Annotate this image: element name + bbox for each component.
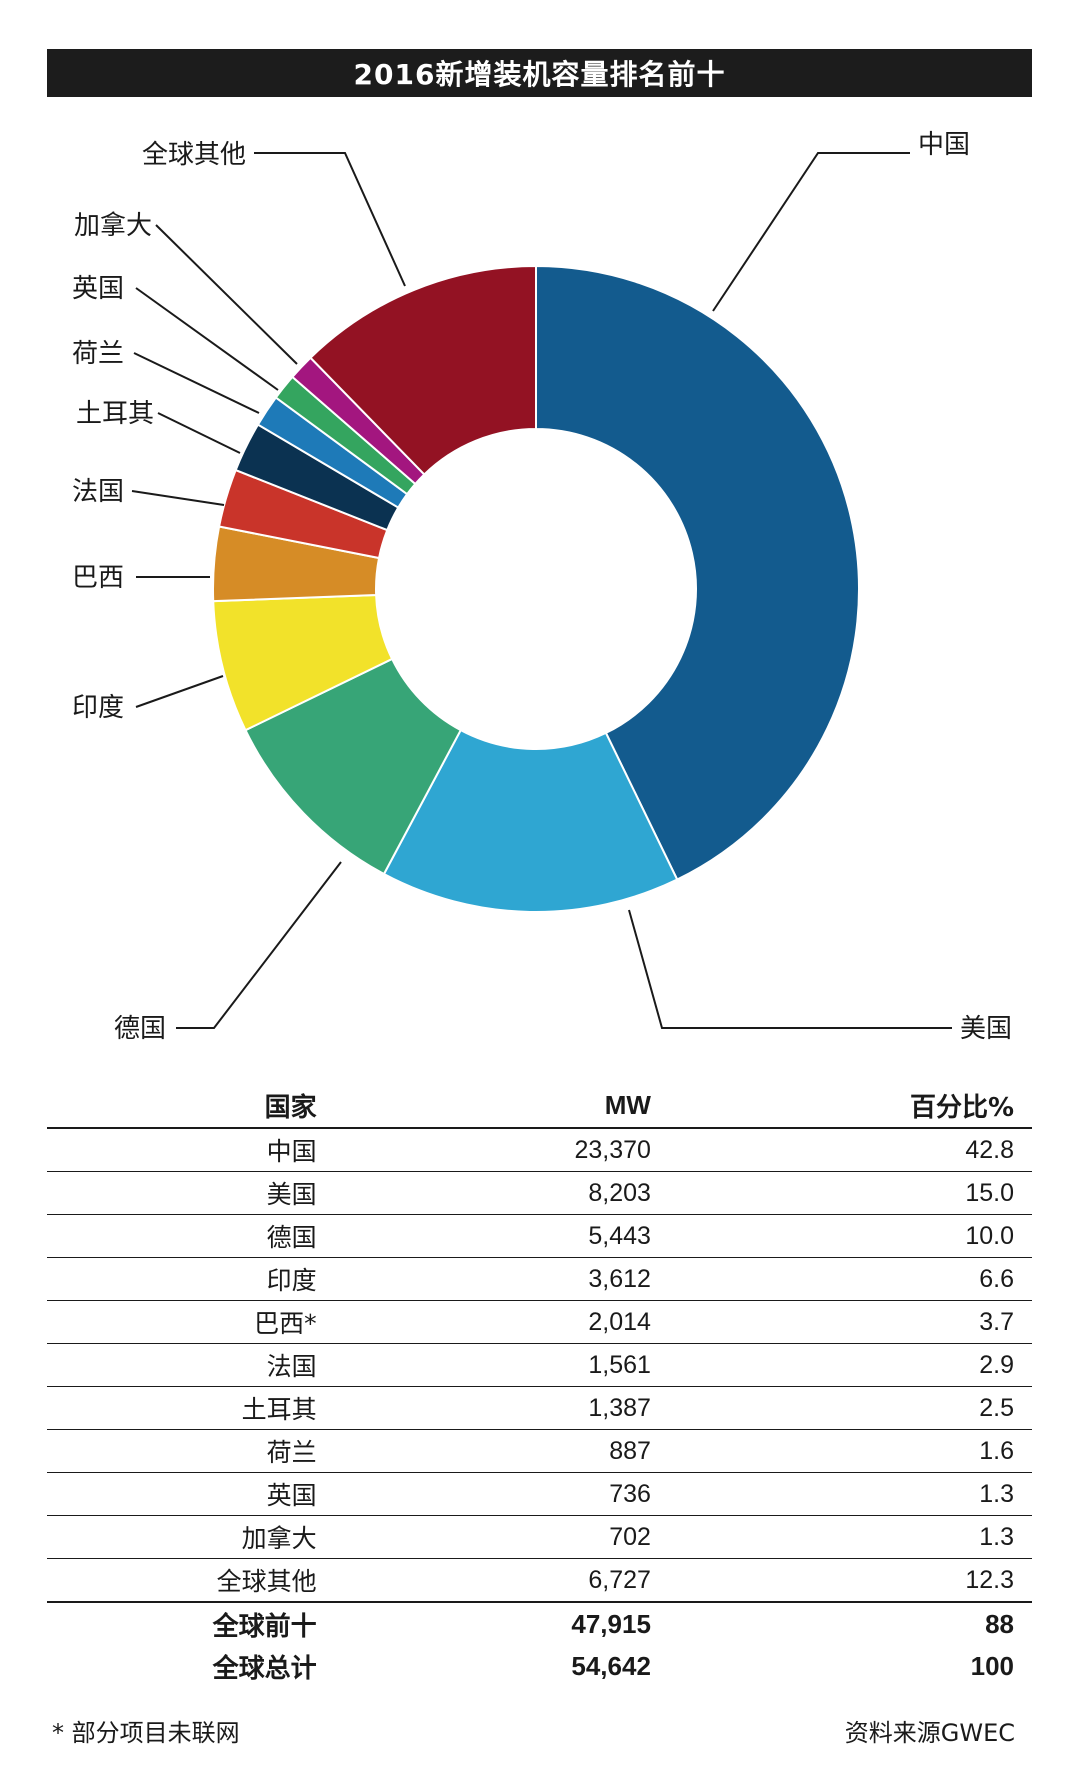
cell-percent: 42.8 <box>650 1128 1032 1172</box>
cell-mw: 736 <box>316 1472 651 1516</box>
leader-line <box>628 909 952 1029</box>
leader-line <box>176 861 342 1029</box>
table-row: 全球其他 6,727 12.3 <box>47 1558 1032 1603</box>
table-row: 土耳其 1,387 2.5 <box>47 1386 1032 1430</box>
table-row: 巴西* 2,014 3.7 <box>47 1300 1032 1344</box>
table-row: 中国 23,370 42.8 <box>47 1128 1032 1172</box>
slice-label: 加拿大 <box>74 211 152 241</box>
cell-country: 全球其他 <box>47 1558 317 1603</box>
table-row: 法国 1,561 2.9 <box>47 1343 1032 1387</box>
slice-10 <box>309 264 537 476</box>
cell-percent: 1.3 <box>650 1472 1032 1516</box>
leader-line <box>712 152 910 312</box>
cell-percent: 2.5 <box>650 1386 1032 1430</box>
table-row: 荷兰 887 1.6 <box>47 1429 1032 1473</box>
cell-mw: 887 <box>316 1429 651 1473</box>
cell-percent: 3.7 <box>650 1300 1032 1344</box>
cell-summary-label: 全球总计 <box>212 1653 317 1684</box>
leader-line <box>135 287 279 391</box>
cell-percent: 1.6 <box>650 1429 1032 1473</box>
summary-row: 全球总计 54,642 100 <box>47 1645 1032 1687</box>
cell-percent: 15.0 <box>650 1171 1032 1215</box>
table-row: 德国 5,443 10.0 <box>47 1214 1032 1258</box>
leader-line <box>157 412 241 454</box>
cell-mw: 1,387 <box>316 1386 651 1430</box>
table-header-row: 国家 MW 百分比% <box>47 1083 1032 1129</box>
cell-country: 加拿大 <box>47 1515 317 1559</box>
slice-label: 德国 <box>114 1014 166 1040</box>
table-row: 印度 3,612 6.6 <box>47 1257 1032 1301</box>
slice-label: 印度 <box>72 693 124 723</box>
cell-mw: 5,443 <box>316 1214 651 1258</box>
cell-country: 荷兰 <box>47 1429 317 1473</box>
slice-label: 美国 <box>960 1014 1012 1040</box>
leader-line <box>133 352 260 414</box>
cell-summary-mw: 47,915 <box>571 1608 651 1639</box>
leader-line <box>131 490 225 506</box>
header-mw: MW <box>316 1083 651 1129</box>
cell-percent: 2.9 <box>650 1343 1032 1387</box>
cell-percent: 1.3 <box>650 1515 1032 1559</box>
table-row: 美国 8,203 15.0 <box>47 1171 1032 1215</box>
cell-mw: 702 <box>316 1515 651 1559</box>
slice-label: 荷兰 <box>72 339 124 369</box>
cell-country: 美国 <box>47 1171 317 1215</box>
data-table: 国家 MW 百分比% 中国 23,370 42.8 美国 8,203 15.0 德国 5,44… <box>47 1083 1032 1687</box>
cell-country: 巴西* <box>47 1300 317 1344</box>
cell-country: 法国 <box>47 1343 317 1387</box>
cell-percent: 6.6 <box>650 1257 1032 1301</box>
slice-label: 英国 <box>72 274 124 304</box>
leader-line <box>155 224 298 365</box>
slice-1 <box>382 728 679 913</box>
cell-percent: 10.0 <box>650 1214 1032 1258</box>
cell-percent: 12.3 <box>650 1558 1032 1603</box>
slice-label: 土耳其 <box>76 399 154 429</box>
cell-summary-mw: 54,642 <box>571 1650 651 1681</box>
table-row: 英国 736 1.3 <box>47 1472 1032 1516</box>
cell-mw: 6,727 <box>316 1558 651 1603</box>
cell-summary-label: 全球前十 <box>212 1611 317 1642</box>
cell-mw: 8,203 <box>316 1171 651 1215</box>
slice-label: 法国 <box>72 477 124 507</box>
slice-label: 巴西 <box>72 563 124 593</box>
footnote: * 部分项目未联网 <box>52 1719 240 1747</box>
cell-country: 英国 <box>47 1472 317 1516</box>
cell-mw: 3,612 <box>316 1257 651 1301</box>
cell-summary-percent: 88 <box>985 1608 1014 1639</box>
cell-country: 土耳其 <box>47 1386 317 1430</box>
summary-row: 全球前十 47,915 88 <box>47 1602 1032 1645</box>
cell-country: 印度 <box>47 1257 317 1301</box>
slice-label: 全球其他 <box>142 140 246 170</box>
header-country: 国家 <box>47 1083 317 1129</box>
table-row: 加拿大 702 1.3 <box>47 1515 1032 1559</box>
slice-0 <box>535 264 860 881</box>
cell-country: 德国 <box>47 1214 317 1258</box>
cell-summary-percent: 100 <box>970 1650 1014 1681</box>
cell-mw: 23,370 <box>316 1128 651 1172</box>
cell-country: 中国 <box>47 1128 317 1172</box>
leader-line <box>135 675 224 708</box>
leader-line <box>254 152 406 287</box>
cell-mw: 1,561 <box>316 1343 651 1387</box>
slice-label: 中国 <box>918 130 970 160</box>
header-percent: 百分比% <box>650 1083 1032 1129</box>
cell-mw: 2,014 <box>316 1300 651 1344</box>
source-note: 资料来源GWEC <box>844 1719 1015 1747</box>
chart-title: 2016新增装机容量排名前十 <box>47 49 1032 97</box>
